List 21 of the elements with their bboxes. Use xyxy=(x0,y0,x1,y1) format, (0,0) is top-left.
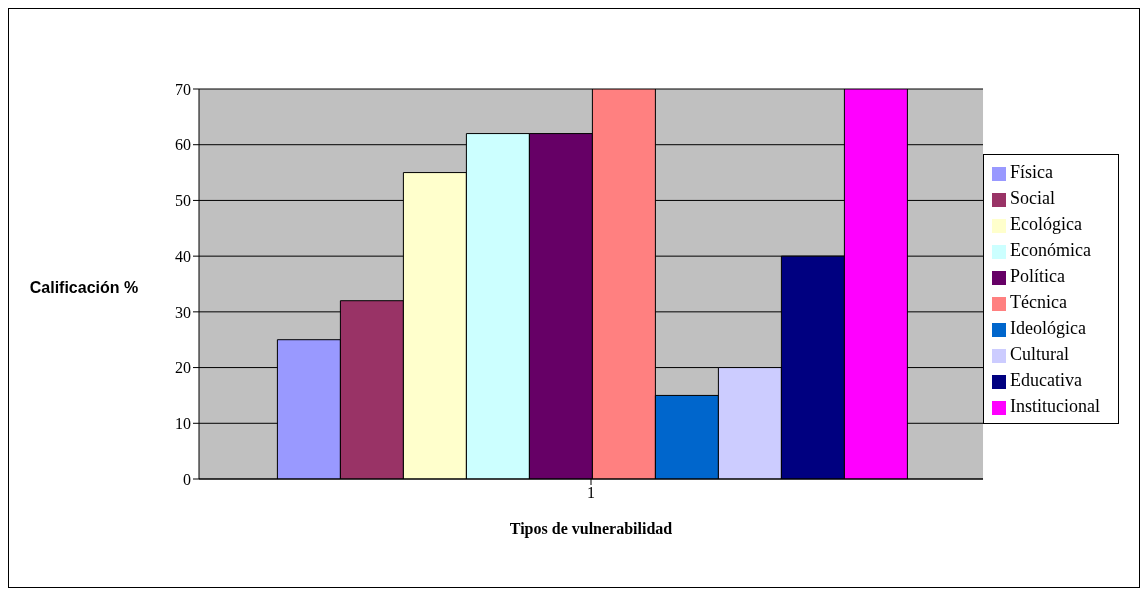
legend-label: Física xyxy=(1010,162,1054,182)
y-tick-label: 0 xyxy=(183,470,191,488)
legend-label: Educativa xyxy=(1010,370,1082,390)
y-tick-label: 10 xyxy=(175,414,191,432)
legend-label: Ecológica xyxy=(1010,214,1082,234)
y-tick-label: 20 xyxy=(175,359,191,377)
legend-label: Institucional xyxy=(1010,396,1100,416)
y-tick-label: 30 xyxy=(175,303,191,321)
y-tick-label: 40 xyxy=(175,247,191,265)
legend-label: Ideológica xyxy=(1010,318,1086,338)
y-tick-label: 60 xyxy=(175,136,191,154)
x-tick-label: 1 xyxy=(587,484,596,502)
legend-label: Política xyxy=(1010,266,1066,286)
y-axis-title: Calificación % xyxy=(29,279,139,297)
y-tick-label: 70 xyxy=(175,80,191,98)
legend-label: Social xyxy=(1010,188,1056,208)
legend-label: Técnica xyxy=(1010,292,1067,312)
legend-label: Económica xyxy=(1010,240,1091,260)
x-axis-title: Tipos de vulnerabilidad xyxy=(509,520,673,538)
legend-label: Cultural xyxy=(1010,344,1070,364)
y-tick-label: 50 xyxy=(175,192,191,210)
